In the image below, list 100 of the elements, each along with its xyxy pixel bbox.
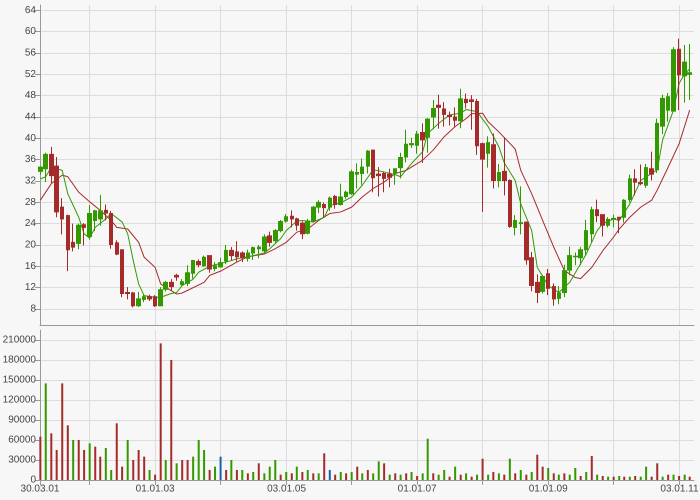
candlestick (224, 244, 228, 265)
bar (170, 360, 172, 480)
candlestick (169, 278, 174, 291)
y-tick-label: 56 (24, 48, 36, 58)
bar (263, 473, 266, 480)
bar (618, 476, 620, 480)
y-tick-label: 90000 (8, 414, 36, 426)
bar (514, 473, 516, 480)
bar (416, 476, 418, 480)
bar (378, 461, 380, 480)
bar (410, 472, 413, 480)
bar (138, 450, 140, 480)
candlestick (442, 102, 446, 128)
bar (672, 474, 675, 480)
bar (44, 383, 47, 480)
y-tick-label: 8 (30, 304, 36, 314)
y-tick-label: 44 (24, 112, 36, 122)
bar (214, 466, 216, 480)
candlestick (366, 150, 370, 174)
bar (684, 474, 686, 480)
bar (301, 472, 304, 480)
candlestick (420, 122, 425, 164)
bar (656, 463, 658, 480)
candlestick (436, 94, 441, 130)
y-tick-label: 24 (24, 218, 36, 230)
bar (268, 466, 271, 480)
bar (443, 470, 446, 480)
candlestick (267, 231, 272, 248)
x-tick-label: 01.01.07 (398, 484, 438, 494)
bar (296, 466, 298, 480)
candlestick (425, 118, 430, 154)
candlestick (540, 274, 545, 294)
candlestick (431, 99, 436, 130)
bar (530, 472, 533, 480)
bar (580, 476, 582, 480)
y-tick-label: 120000 (2, 394, 36, 406)
bar (662, 476, 664, 480)
y-tick-label: 48 (24, 90, 36, 102)
bar (160, 343, 162, 480)
bar (590, 456, 593, 480)
y-tick-label: 60 (24, 26, 36, 38)
bar (83, 450, 86, 480)
bar (508, 458, 511, 480)
bar (372, 473, 374, 480)
candlestick (174, 273, 179, 282)
bar (361, 473, 364, 480)
bar (246, 473, 249, 480)
bar (678, 476, 680, 480)
bar (542, 466, 544, 480)
bar (323, 453, 326, 480)
candlestick (552, 282, 556, 306)
bar (366, 470, 369, 480)
bar (688, 476, 691, 480)
bar (470, 476, 473, 480)
bar (290, 473, 293, 480)
candlestick (333, 194, 337, 210)
bar (66, 425, 69, 480)
bar (568, 474, 571, 480)
candlestick (491, 133, 496, 189)
bar (236, 470, 238, 480)
bar (356, 466, 358, 480)
y-tick-label: 150000 (2, 374, 36, 386)
bar (312, 473, 314, 480)
candlestick (590, 206, 594, 244)
candlestick (82, 222, 86, 246)
candlestick (628, 174, 632, 203)
bar (132, 460, 134, 480)
candlestick (519, 186, 523, 235)
bar (99, 456, 102, 480)
bar (61, 383, 64, 480)
bar (476, 474, 478, 480)
bar (121, 466, 124, 480)
bar (492, 472, 494, 480)
bar (585, 472, 588, 480)
y-tick-label: 180000 (2, 354, 36, 366)
bar (104, 448, 107, 480)
bar (520, 470, 522, 480)
bar (388, 474, 391, 480)
y-tick-label: 28 (24, 196, 36, 208)
bar (602, 476, 604, 480)
bar (318, 473, 320, 480)
candlestick (196, 258, 201, 268)
bar (334, 474, 336, 480)
candlestick (649, 151, 654, 181)
bar (525, 474, 528, 480)
x-tick-label: 03.01.05 (267, 484, 306, 494)
bar (498, 473, 500, 480)
bar (454, 466, 456, 480)
bar (198, 440, 200, 480)
y-tick-label: 0 (30, 474, 36, 486)
bar (667, 474, 670, 480)
bar (230, 460, 232, 480)
y-tick-label: 20 (24, 240, 36, 250)
bar (634, 476, 636, 480)
bar (258, 463, 260, 480)
bar (328, 470, 331, 480)
bar (241, 470, 244, 480)
bar (448, 476, 451, 480)
bar (252, 472, 254, 480)
candlestick (202, 255, 206, 268)
